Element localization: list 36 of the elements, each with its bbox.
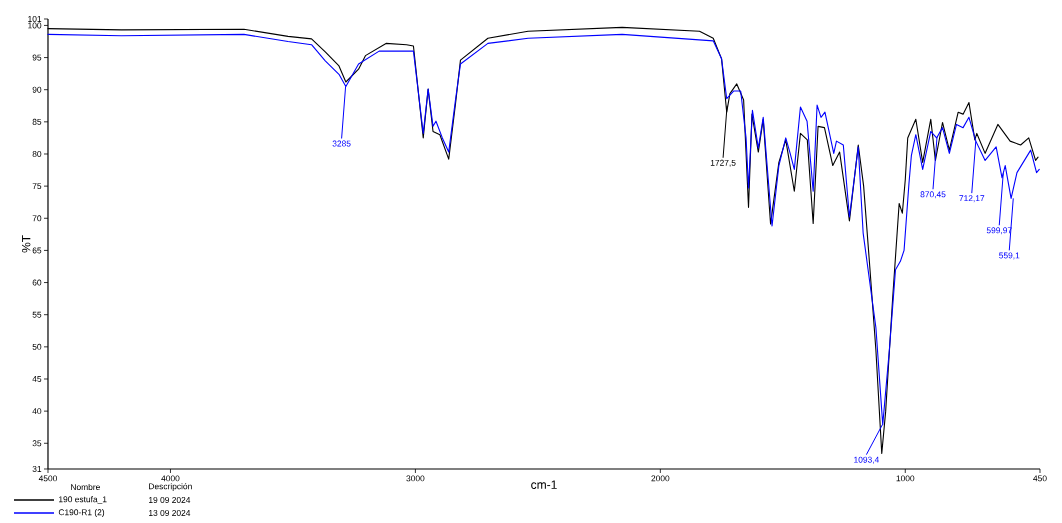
text: Descripción bbox=[149, 483, 192, 491]
y-tick-label: 45 bbox=[32, 376, 42, 382]
x-tick-label: 1000 bbox=[896, 475, 915, 482]
x-tick-label: 4000 bbox=[161, 475, 180, 482]
annotation: 3285 bbox=[332, 140, 351, 147]
y-tick-label: 90 bbox=[32, 86, 42, 93]
y-tick-label: 50 bbox=[32, 343, 42, 350]
x-tick-label: 4500 bbox=[38, 475, 58, 482]
y-tick-label: 85 bbox=[32, 118, 42, 125]
text: 13 09 2024 bbox=[149, 510, 191, 516]
y-tick-label: 70 bbox=[32, 215, 42, 222]
y-tick-label: 55 bbox=[32, 311, 42, 318]
y-axis-title: %T bbox=[21, 235, 31, 253]
annotation: 1093,4 bbox=[854, 456, 879, 464]
annotation: 870,45 bbox=[920, 191, 946, 199]
annotation: 712,17 bbox=[959, 195, 985, 203]
y-tick-label: 65 bbox=[32, 247, 42, 254]
y-tick-label: 95 bbox=[32, 54, 42, 61]
legend-title: Nombre bbox=[71, 483, 100, 491]
x-tick-label: 450 bbox=[1033, 475, 1047, 482]
y-tick-label: 80 bbox=[32, 151, 42, 157]
y-tick-label: 31 bbox=[32, 466, 42, 472]
annotation: 1727,5 bbox=[710, 159, 736, 167]
y-tick-label: 60 bbox=[32, 279, 42, 286]
y-tick-label: 100 bbox=[28, 22, 42, 29]
x-axis-title: cm-1 bbox=[531, 480, 557, 489]
y-tick-label: 75 bbox=[32, 183, 42, 190]
y-tick-label: 101 bbox=[28, 16, 42, 22]
legend-label: C190-R1 (2) bbox=[58, 509, 105, 517]
text: 19 09 2024 bbox=[149, 497, 191, 503]
x-tick-label: 3000 bbox=[406, 475, 425, 482]
y-tick-label: 40 bbox=[32, 408, 42, 415]
y-tick-label: 35 bbox=[32, 440, 42, 447]
annotation: 559,1 bbox=[999, 252, 1020, 260]
x-tick-label: 2000 bbox=[651, 475, 670, 482]
legend-label: 190 estufa_1 bbox=[59, 496, 107, 504]
